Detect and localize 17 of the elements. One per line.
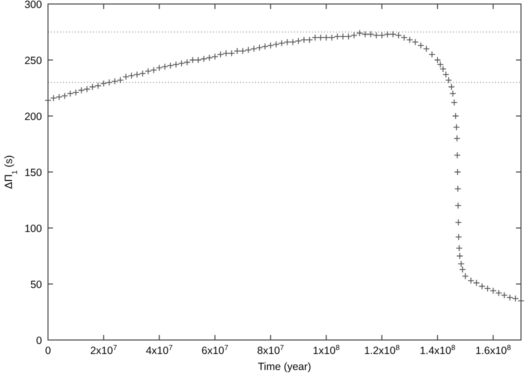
x-tick-label: 1.2x10$^{8}$ [364,342,400,357]
x-tick-label: 1.4x10$^{8}$ [420,342,456,357]
x-tick-label: 8x10$^{7}$ [257,342,284,357]
x-axis-title: Time (year) [258,361,312,373]
y-tick-label: 200 [24,111,42,123]
y-tick-label: 100 [24,223,42,235]
x-tick-label: 6x10$^{7}$ [202,342,228,357]
x-tick-label: 0 [45,345,52,357]
y-tick-label: 300 [24,0,42,11]
y-tick-label: 150 [24,167,42,179]
x-tick-label: 1x10$^{8}$ [312,342,340,357]
y-tick-label: 250 [24,55,42,67]
y-tick-label: 50 [30,279,42,291]
x-tick-label: 4x10$^{7}$ [146,342,173,357]
y-tick-label: 0 [36,335,42,347]
x-tick-label: 2x10$^{7}$ [90,342,118,357]
x-tick-label: 1.6x10$^{8}$ [475,342,511,357]
